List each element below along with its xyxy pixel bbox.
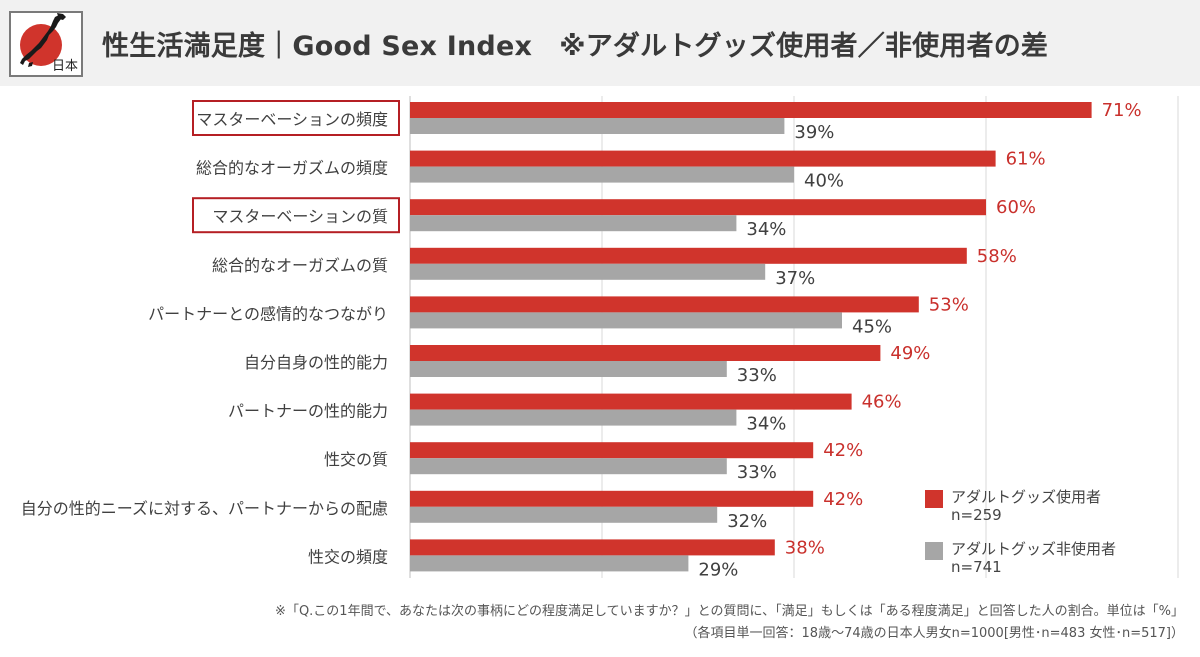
data-label-non-users: 45% [852, 316, 892, 337]
legend-label-users: アダルトグッズ使用者 [951, 488, 1102, 506]
category-label: パートナーとの感情的なつながり [148, 304, 388, 323]
highlight-box [192, 197, 400, 234]
data-label-users: 58% [977, 246, 1017, 267]
category-label: マスターベーションの頻度 [196, 110, 388, 129]
bar-users [410, 296, 919, 313]
category-label: マスターベーションの質 [212, 207, 388, 226]
bar-users [410, 490, 814, 507]
data-label-non-users: 34% [746, 414, 786, 435]
category-label: 総合的なオーガズムの質 [212, 256, 388, 275]
data-label-non-users: 29% [698, 559, 738, 580]
highlight-box [192, 100, 400, 136]
bar-non-users [410, 555, 689, 572]
bar-non-users [410, 118, 785, 134]
legend-n-users: n=259 [951, 506, 1002, 524]
data-label-users: 61% [1006, 149, 1046, 170]
bar-non-users [410, 166, 794, 183]
category-label: パートナーの性的能力 [228, 402, 388, 421]
data-label-users: 49% [890, 343, 930, 364]
bar-non-users [410, 361, 727, 377]
bar-chart: 71% 39% マスターベーションの頻度 61% 40% 総合的なオーガズムの頻度 60% 3… [21, 96, 1179, 580]
legend-n-non-users: n=741 [951, 558, 1002, 576]
data-label-non-users: 40% [804, 171, 844, 192]
bar-users [410, 247, 967, 264]
data-label-non-users: 37% [775, 268, 815, 289]
bar-users [410, 345, 881, 361]
data-label-non-users: 34% [746, 219, 786, 240]
bar-users [410, 150, 996, 167]
data-label-non-users: 39% [794, 122, 834, 143]
bar-non-users [410, 263, 766, 280]
bar-non-users [410, 506, 718, 523]
bar-users [410, 442, 814, 459]
category-label: 総合的なオーガズムの頻度 [196, 159, 388, 178]
category-label: 自分自身の性的能力 [244, 353, 388, 372]
page-title: 性生活満足度｜Good Sex Index ※アダルトグッズ使用者／非使用者の差 [102, 31, 1049, 62]
footnote-question: ※「Q.この1年間で、あなたは次の事柄にどの程度満足していますか？」との質問に、… [275, 604, 1184, 619]
data-label-users: 46% [862, 392, 902, 413]
bar-users [410, 393, 852, 410]
data-label-users: 42% [823, 489, 863, 510]
data-label-users: 60% [996, 197, 1036, 218]
legend-swatch-non-users [925, 542, 943, 560]
bar-non-users [410, 215, 737, 232]
data-label-users: 71% [1102, 100, 1142, 121]
data-label-non-users: 33% [737, 365, 777, 386]
bar-users [410, 102, 1092, 118]
data-label-users: 38% [785, 537, 825, 558]
data-label-non-users: 32% [727, 511, 767, 532]
category-label: 性交の質 [324, 450, 388, 469]
bar-users [410, 199, 986, 216]
japan-logo: 日本 [9, 11, 83, 77]
header-bar: 日本 性生活満足度｜Good Sex Index ※アダルトグッズ使用者／非使用… [0, 0, 1200, 86]
bar-non-users [410, 458, 727, 475]
bar-non-users [410, 409, 737, 426]
bar-non-users [410, 312, 842, 329]
category-label: 性交の頻度 [308, 547, 388, 566]
legend-label-non-users: アダルトグッズ非使用者 [951, 540, 1117, 558]
category-label: 自分の性的ニーズに対する、パートナーからの配慮 [21, 499, 388, 518]
footnote-sample: （各項目単一回答：18歳〜74歳の日本人男女n=1000[男性･n=483 女性… [684, 626, 1184, 641]
logo-label: 日本 [51, 59, 78, 74]
bar-users [410, 539, 775, 556]
legend-swatch-users [925, 490, 943, 508]
japan-map-icon [20, 13, 66, 67]
data-label-non-users: 33% [737, 462, 777, 483]
data-label-users: 42% [823, 440, 863, 461]
chart-area: 71% 39% マスターベーションの頻度 61% 40% 総合的なオーガズムの頻度 60% 3… [0, 86, 1200, 653]
data-label-users: 53% [929, 294, 969, 315]
